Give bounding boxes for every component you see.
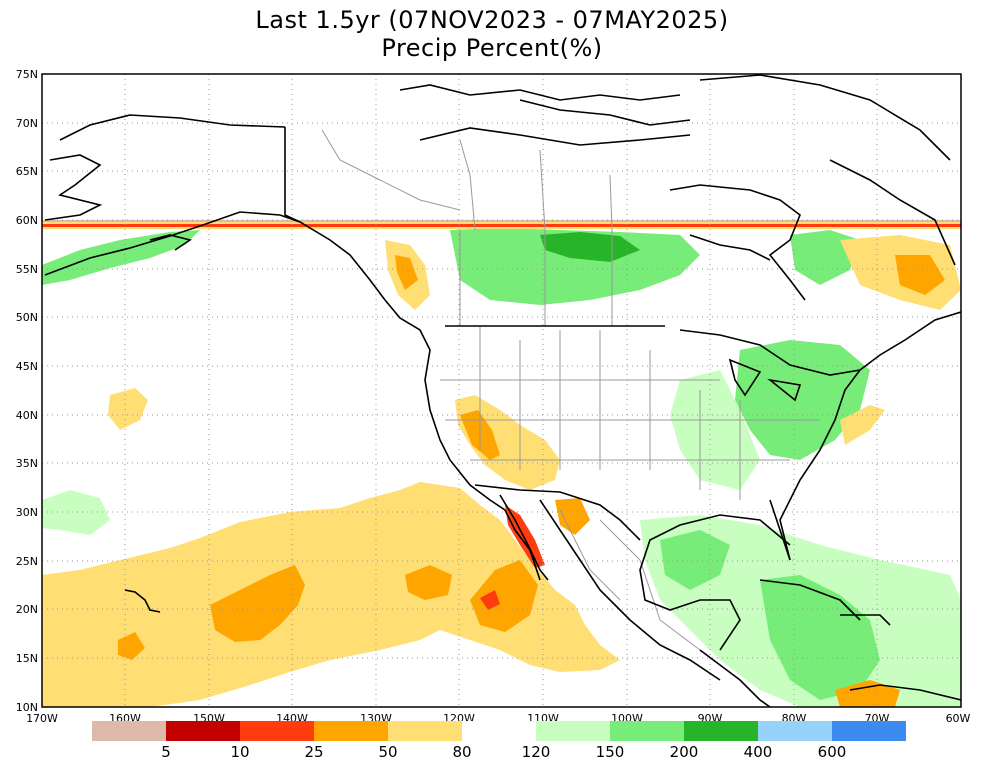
colorbar: 5 10 25 50 80 120 150 200 400 600: [92, 721, 906, 761]
anomaly-wet-east-us: [735, 340, 870, 460]
artifact-strip-tan: [42, 220, 961, 222]
anomaly-dry-pacific: [42, 482, 620, 707]
anomaly-wet-alaska: [42, 230, 200, 285]
lat-label: 10N: [16, 701, 38, 714]
colorbar-label: 5: [161, 743, 171, 761]
lat-label: 40N: [16, 409, 38, 422]
colorbar-label: 10: [230, 743, 249, 761]
anomaly-wet-canada-dark: [540, 232, 640, 262]
graticule: [42, 74, 961, 707]
anomaly-orange-quebec: [895, 255, 945, 295]
colorbar-swatch: [166, 721, 240, 741]
lat-label: 15N: [16, 652, 38, 665]
colorbar-swatch: [92, 721, 166, 741]
anomaly-dry-atlantic: [840, 405, 885, 445]
colorbar-label: 120: [522, 743, 551, 761]
lat-label: 30N: [16, 506, 38, 519]
lat-label: 75N: [16, 68, 38, 81]
map-title: Last 1.5yr (07NOV2023 - 07MAY2025): [255, 6, 729, 34]
lat-label: 20N: [16, 603, 38, 616]
lat-label: 25N: [16, 555, 38, 568]
colorbar-swatch: [240, 721, 314, 741]
state-borders: [321, 129, 820, 651]
anomaly-dry-mexico: [555, 498, 590, 535]
lon-label: 60W: [946, 712, 971, 725]
anomaly-wet-canada: [450, 228, 700, 305]
colorbar-label: 400: [744, 743, 773, 761]
anomaly-orange-3: [470, 560, 538, 632]
anomaly-red-1: [480, 590, 500, 610]
coastlines: [44, 74, 961, 707]
anomaly-wet-pacific-west: [42, 490, 110, 535]
lat-label: 60N: [16, 214, 38, 227]
lat-label: 35N: [16, 457, 38, 470]
anomaly-wet-gulf-2: [660, 530, 730, 590]
lat-axis-labels: 75N 70N 65N 60N 55N 50N 45N 40N 35N 30N …: [16, 68, 38, 714]
lat-label: 70N: [16, 117, 38, 130]
anomaly-wet-caribbean: [760, 575, 880, 700]
colorbar-swatch: [832, 721, 906, 741]
colorbar-swatch: [758, 721, 832, 741]
colorbar-swatch: [610, 721, 684, 741]
colorbar-label: 150: [596, 743, 625, 761]
lat-label: 65N: [16, 165, 38, 178]
anomaly-dry-pacific-north: [108, 388, 148, 430]
colorbar-swatch: [388, 721, 462, 741]
lat-label: 50N: [16, 311, 38, 324]
map-subtitle: Precip Percent(%): [381, 34, 603, 62]
plot-frame: [41, 73, 962, 708]
colorbar-label: 600: [818, 743, 847, 761]
colorbar-label: 25: [304, 743, 323, 761]
lat-label: 45N: [16, 360, 38, 373]
colorbar-swatch: [314, 721, 388, 741]
colorbar-label: 50: [378, 743, 397, 761]
colorbar-swatch: [462, 721, 536, 741]
colorbar-swatch: [536, 721, 610, 741]
colorbar-label: 200: [670, 743, 699, 761]
anomaly-orange-2: [405, 565, 452, 600]
artifact-strip-red: [42, 224, 961, 227]
colorbar-swatch: [684, 721, 758, 741]
anomaly-orange-sa: [835, 680, 900, 707]
lon-label: 170W: [26, 712, 58, 725]
anomaly-orange-bc: [395, 255, 418, 290]
precip-field: [42, 74, 961, 707]
colorbar-label: 80: [452, 743, 471, 761]
lat-label: 55N: [16, 263, 38, 276]
anomaly-orange-1: [210, 565, 305, 642]
